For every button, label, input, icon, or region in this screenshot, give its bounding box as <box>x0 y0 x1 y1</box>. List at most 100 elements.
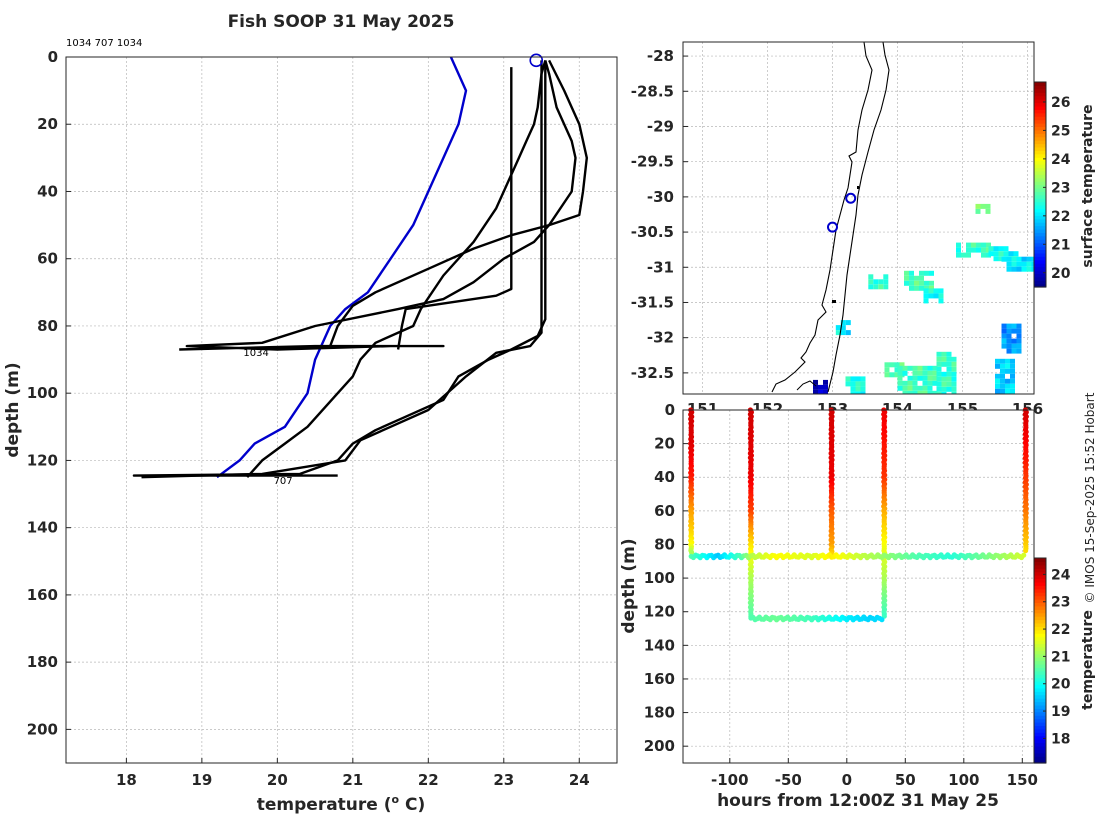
map-colorbar-color-step <box>1034 201 1046 206</box>
sst-pixel <box>1006 261 1012 267</box>
sst-pixel <box>936 361 942 367</box>
timeseries-colorbar-color-step <box>1034 704 1046 709</box>
map-colorbar-color-step <box>1034 123 1046 128</box>
sst-pixel <box>936 386 942 392</box>
sst-pixel <box>850 376 856 382</box>
sst-pixel <box>1005 383 1010 389</box>
sst-pixel <box>1026 266 1032 272</box>
sst-pixel <box>919 285 924 291</box>
timeseries-colorbar-color-step <box>1034 602 1046 607</box>
map-colorbar-tick-label: 22 <box>1051 209 1070 225</box>
sst-pixel <box>904 280 909 286</box>
sst-pixel <box>855 381 861 387</box>
sst-pixel <box>985 203 991 209</box>
sst-pixel <box>1016 328 1022 334</box>
sst-pixel <box>868 284 874 290</box>
sst-pixel <box>941 386 947 392</box>
sst-pixel <box>938 298 944 304</box>
profile-series <box>132 56 588 479</box>
profile-y-tick-label: 160 <box>27 586 58 604</box>
map-colorbar-tick-label: 26 <box>1051 95 1070 111</box>
timeseries-colorbar-color-step <box>1034 588 1046 593</box>
sst-pixel <box>878 279 884 285</box>
timeseries-x-tick-label: -50 <box>775 771 802 789</box>
map-colorbar-color-step <box>1034 215 1046 220</box>
profile-y-tick-label: 60 <box>37 250 58 268</box>
timeseries-x-ticks: -100 -50 0 50 100 150 <box>711 758 1038 789</box>
timeseries-colorbar-color-step <box>1034 626 1046 631</box>
timeseries-colorbar-color-step <box>1034 609 1046 614</box>
sst-pixel <box>998 256 1004 262</box>
timeseries-colorbar-color-step <box>1034 663 1046 668</box>
timeseries-colorbar-color-step <box>1034 742 1046 747</box>
map-colorbar-tick-label: 24 <box>1051 152 1071 168</box>
sst-pixel <box>1006 323 1012 329</box>
map-colorbar-color-step <box>1034 85 1046 90</box>
map-y-tick-label: -28 <box>647 47 674 65</box>
timeseries-point <box>1021 552 1027 558</box>
sst-pixel <box>907 390 913 394</box>
sst-pixel <box>823 384 828 390</box>
sst-pixel <box>932 390 938 394</box>
map-colorbar-color-step <box>1034 153 1046 158</box>
sst-pixel <box>951 391 957 394</box>
sst-pixel <box>971 242 976 248</box>
sst-pixel <box>976 242 981 248</box>
sst-pixel <box>941 356 947 362</box>
map-y-tick-label: -30.5 <box>631 223 674 241</box>
sst-pixel <box>923 288 929 294</box>
timeseries-colorbar-color-step <box>1034 640 1046 645</box>
timeseries-colorbar-color-step <box>1034 759 1046 764</box>
sst-pixel <box>1001 256 1007 262</box>
sst-pixel <box>1010 383 1015 389</box>
map-colorbar-color-step <box>1034 259 1046 264</box>
sst-pixel <box>929 285 934 291</box>
sst-pixel <box>923 298 929 304</box>
sst-pixel <box>1011 261 1017 267</box>
sst-pixel <box>1010 393 1015 394</box>
sst-pixel <box>813 379 818 385</box>
sst-pixel <box>936 351 942 357</box>
sst-pixel <box>818 384 823 390</box>
sst-pixel <box>917 365 923 371</box>
map-colorbar-color-step <box>1034 140 1046 145</box>
sst-pixel <box>1031 261 1034 267</box>
timeseries-colorbar-color-step <box>1034 752 1046 757</box>
map-colorbar-color-step <box>1034 170 1046 175</box>
timeseries-y-tick-label: 100 <box>644 569 675 587</box>
profile-line <box>132 60 547 477</box>
map-colorbar-color-step <box>1034 150 1046 155</box>
sst-pixel <box>936 381 942 387</box>
sst-pixel <box>860 391 866 394</box>
sst-pixel <box>1005 393 1010 394</box>
sst-pixel <box>941 391 947 394</box>
sst-pixel <box>946 356 952 362</box>
sst-pixel <box>1016 338 1022 344</box>
latest-surface-marker <box>529 53 544 68</box>
sst-pixel <box>1010 363 1015 369</box>
timeseries-y-tick-label: 20 <box>654 435 675 453</box>
sst-pixel <box>873 279 879 285</box>
map-colorbar-color-step <box>1034 263 1046 268</box>
sst-pixel <box>1005 358 1010 364</box>
timeseries-point <box>689 549 695 556</box>
timeseries-colorbar-color-step <box>1034 578 1046 583</box>
sst-pixel <box>986 242 991 248</box>
timeseries-y-tick-label: 80 <box>654 535 675 553</box>
sst-pixel <box>818 389 823 394</box>
timeseries-colorbar-color-step <box>1034 657 1046 662</box>
sst-pixel <box>995 388 1000 394</box>
profile-x-tick-label: 18 <box>116 771 137 789</box>
sst-pixel <box>855 376 861 382</box>
profile-y-tick-label: 40 <box>37 182 58 200</box>
sst-pixel <box>845 376 851 382</box>
map-colorbar-color-step <box>1034 242 1046 247</box>
timeseries-colorbar-color-step <box>1034 585 1046 590</box>
sst-pixel <box>1016 333 1022 339</box>
profile-y-label: depth (m) <box>3 362 23 457</box>
timeseries-colorbar-color-step <box>1034 599 1046 604</box>
map-y-tick-label: -28.5 <box>631 82 674 100</box>
sst-pixel <box>909 275 914 281</box>
profile-x-ticks: 18 19 20 21 22 23 24 <box>116 758 590 789</box>
sst-pixel <box>1010 358 1015 364</box>
